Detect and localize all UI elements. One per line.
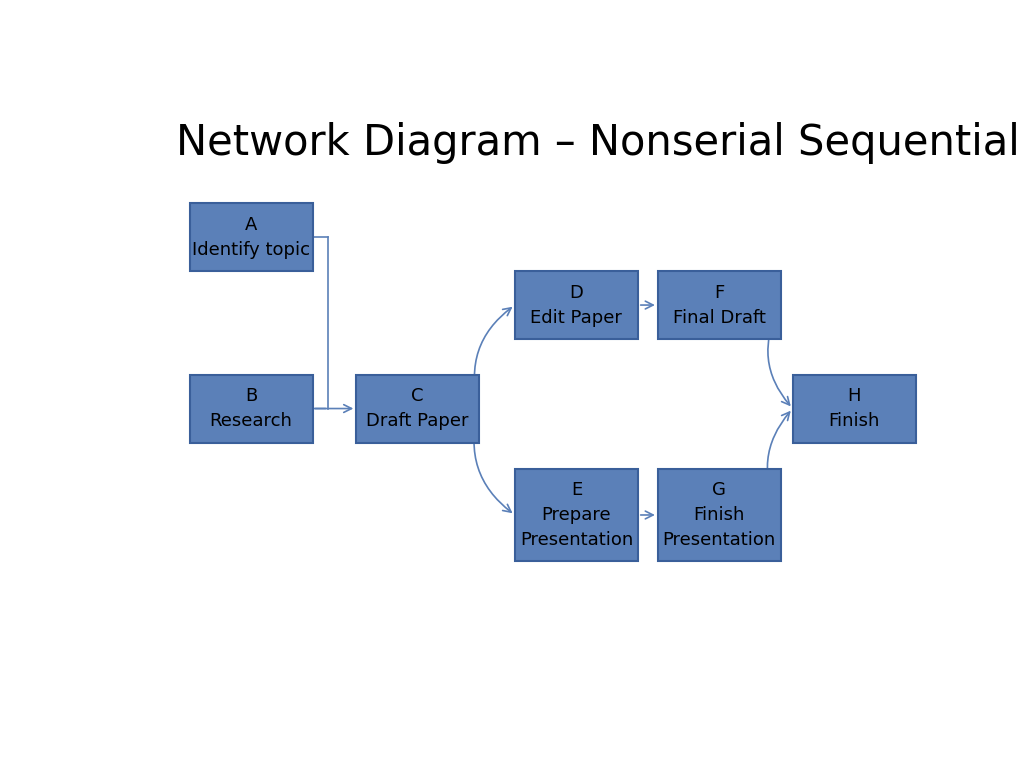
Text: E
Prepare
Presentation: E Prepare Presentation: [520, 481, 633, 549]
Text: G
Finish
Presentation: G Finish Presentation: [663, 481, 776, 549]
Text: F
Final Draft: F Final Draft: [673, 283, 766, 326]
FancyBboxPatch shape: [657, 271, 780, 339]
FancyBboxPatch shape: [657, 469, 780, 561]
Text: D
Edit Paper: D Edit Paper: [530, 283, 623, 326]
Text: B
Research: B Research: [210, 387, 293, 430]
Text: H
Finish: H Finish: [828, 387, 880, 430]
FancyBboxPatch shape: [515, 469, 638, 561]
FancyBboxPatch shape: [356, 375, 479, 442]
FancyBboxPatch shape: [793, 375, 915, 442]
Text: C
Draft Paper: C Draft Paper: [367, 387, 469, 430]
FancyBboxPatch shape: [515, 271, 638, 339]
Text: A
Identify topic: A Identify topic: [193, 216, 310, 259]
Text: Network Diagram – Nonserial Sequential Logic: Network Diagram – Nonserial Sequential L…: [176, 121, 1024, 164]
FancyBboxPatch shape: [189, 375, 312, 442]
FancyBboxPatch shape: [189, 203, 312, 271]
